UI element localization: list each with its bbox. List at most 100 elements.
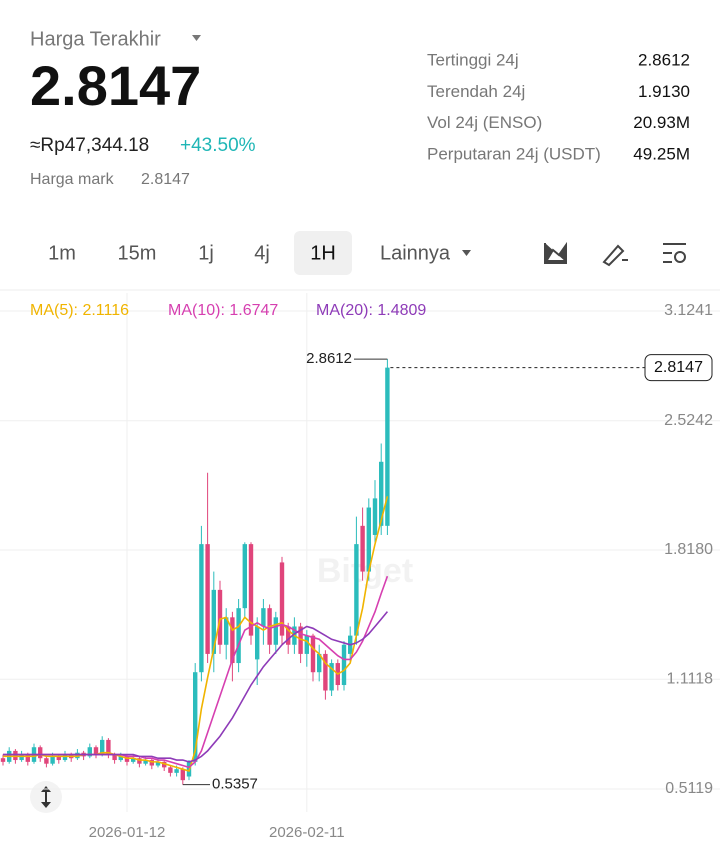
candle-body — [236, 608, 241, 664]
candle-body — [360, 525, 365, 572]
candle-body — [248, 544, 254, 636]
stat-label: Perputaran 24j (USDT) — [427, 144, 601, 163]
candle-body — [19, 754, 24, 761]
dropdown-icon[interactable] — [192, 35, 201, 41]
candle-body — [44, 758, 49, 764]
tab[interactable]: Lainnya — [380, 242, 451, 264]
stat-label: Vol 24j (ENSO) — [427, 113, 542, 132]
title[interactable]: Harga Terakhir — [30, 28, 161, 50]
stat-value: 1.9130 — [638, 82, 690, 101]
x-tick-label: 2026-01-12 — [89, 824, 166, 841]
y-tick-label: 1.8180 — [664, 541, 713, 558]
max-label: 2.8612 — [306, 350, 352, 367]
mark-label: Harga mark — [30, 171, 115, 188]
tab[interactable]: 1j — [198, 242, 214, 264]
legend-entry: MA(5): 2.1116 — [30, 302, 129, 319]
candle-body — [230, 617, 235, 664]
x-tick-label: 2026-02-11 — [269, 824, 345, 841]
candle-body — [242, 544, 247, 609]
candle-body — [385, 367, 390, 526]
last-price: 2.8147 — [30, 54, 201, 117]
candle-body — [13, 750, 18, 761]
candle-body — [193, 672, 198, 762]
candle-body — [329, 663, 334, 691]
candle-body — [143, 760, 148, 764]
stat-value: 49.25M — [633, 144, 690, 163]
tool-icons[interactable] — [544, 241, 687, 267]
candle-body — [205, 544, 210, 654]
watermark: Bitget — [317, 552, 413, 590]
candle-body — [217, 589, 223, 645]
y-tick-label: 0.5119 — [665, 780, 713, 797]
candle-body — [273, 617, 278, 645]
candle-body — [56, 756, 61, 761]
candle-body — [62, 754, 68, 761]
candle-body — [224, 617, 229, 645]
candle-body — [366, 507, 371, 572]
candle-body — [261, 608, 266, 627]
y-tick-label: 3.1241 — [664, 302, 713, 319]
candle-body — [100, 739, 105, 755]
dropdown-icon[interactable] — [462, 250, 471, 256]
last-price-box — [644, 354, 713, 382]
tab[interactable]: 15m — [118, 242, 157, 264]
candle-body — [124, 756, 130, 762]
candle-body — [372, 498, 378, 535]
scale-icon[interactable] — [41, 786, 51, 808]
candle-body — [379, 461, 384, 526]
candle-body — [87, 747, 92, 757]
stat-label: Tertinggi 24j — [427, 50, 519, 69]
candle-body — [341, 644, 347, 686]
candle-body — [155, 761, 161, 766]
candle-body — [211, 589, 216, 654]
candle-body — [255, 626, 260, 660]
ma-line — [3, 611, 389, 763]
candle-body — [310, 635, 316, 673]
settings-icon[interactable] — [663, 243, 687, 263]
legend-entry: MA(20): 1.4809 — [316, 302, 426, 319]
candle-body — [112, 754, 117, 761]
legend-entry: MA(10): 1.6747 — [168, 302, 278, 319]
tab[interactable]: 1H — [310, 242, 336, 264]
last-price-label: 2.8147 — [654, 359, 703, 376]
candle-body — [25, 754, 30, 762]
min-label: 0.5357 — [212, 776, 258, 793]
candle-body — [174, 769, 179, 773]
candle-body — [93, 747, 99, 755]
candle-body — [50, 756, 55, 764]
stat-value: 2.8612 — [638, 50, 690, 69]
candle-body — [149, 760, 154, 766]
candle-body — [304, 635, 309, 654]
ma-line — [3, 496, 389, 773]
candle-body — [0, 758, 6, 762]
candle-body — [323, 653, 328, 691]
y-tick-label: 2.5242 — [664, 412, 713, 429]
tab[interactable]: 4j — [254, 242, 270, 264]
tab-active-bg — [294, 231, 352, 275]
chart-style-icon[interactable] — [544, 241, 567, 264]
candle-body — [354, 544, 359, 636]
change: +43.50% — [180, 135, 256, 156]
candle-body — [317, 653, 322, 673]
fiat-price: ≈Rp47,344.18 — [30, 135, 149, 156]
draw-icon[interactable] — [602, 244, 628, 267]
y-tick-label: 1.1118 — [666, 670, 713, 687]
stat-value: 20.93M — [633, 113, 690, 132]
candle-body — [162, 761, 167, 768]
candle-body — [75, 752, 80, 759]
candle-body — [279, 562, 285, 636]
mark-value: 2.8147 — [141, 171, 190, 188]
tab[interactable]: 1m — [48, 242, 76, 264]
candle-body — [298, 626, 303, 654]
candle-body — [137, 758, 142, 764]
candle-body — [118, 756, 123, 761]
candle-body — [131, 758, 136, 762]
candle-body — [199, 544, 204, 673]
candle-body — [38, 747, 43, 759]
stat-label: Terendah 24j — [427, 82, 525, 101]
candle-body — [168, 767, 173, 773]
candle-body — [286, 626, 291, 645]
candle-body — [106, 739, 111, 755]
candle-body — [180, 769, 185, 781]
